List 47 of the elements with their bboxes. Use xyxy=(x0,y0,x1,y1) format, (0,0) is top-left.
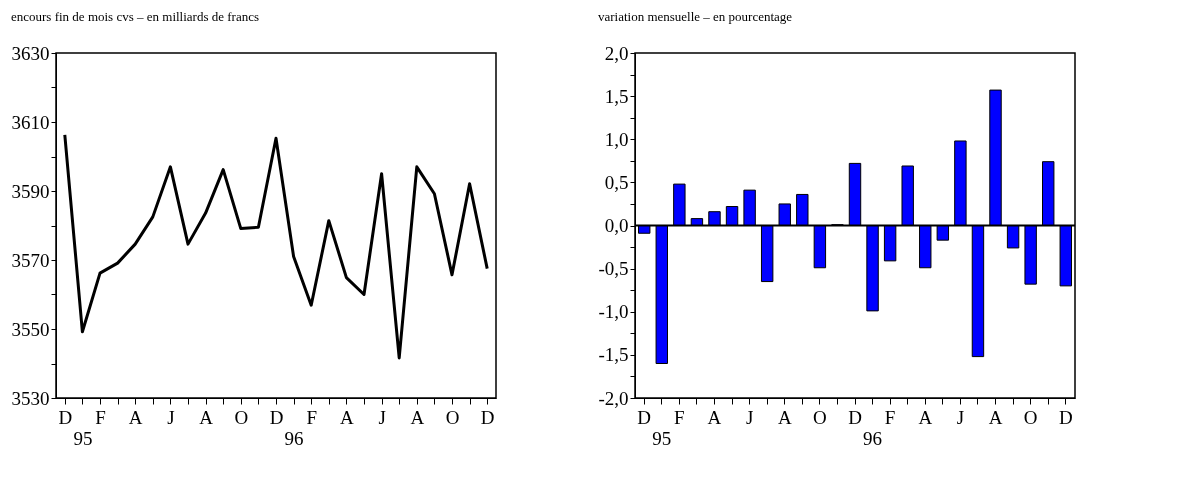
x-tick-label: O xyxy=(234,406,249,428)
y-tick-label: 3570 xyxy=(11,249,50,271)
x-tick-label: A xyxy=(340,406,355,428)
x-tick-label: 96 xyxy=(284,427,304,449)
x-tick-label: F xyxy=(884,406,896,428)
y-tick-label: -1,0 xyxy=(598,301,629,323)
x-tick-label: J xyxy=(956,406,965,428)
x-tick-label: A xyxy=(410,406,425,428)
x-tick-label: D xyxy=(58,406,73,428)
x-tick-label: D xyxy=(637,406,652,428)
x-tick-label: J xyxy=(378,406,386,428)
x-tick-label: A xyxy=(707,406,722,428)
chart-title: encours fin de mois cvs – en milliards de francs xyxy=(11,9,260,24)
x-tick-label: A xyxy=(199,406,214,428)
x-tick-label: 95 xyxy=(73,427,93,449)
y-tick-label: 3590 xyxy=(11,180,50,202)
x-tick-label: F xyxy=(95,406,106,428)
x-tick-label: F xyxy=(674,406,685,428)
y-tick-label: 3630 xyxy=(11,42,50,64)
x-tick-label: D xyxy=(848,406,862,428)
x-tick-label: F xyxy=(306,406,317,428)
y-tick-label: 3610 xyxy=(11,111,50,133)
y-tick-label: -2,0 xyxy=(598,387,629,409)
y-tick-label: -0,5 xyxy=(598,258,629,280)
x-tick-label: D xyxy=(269,406,284,428)
x-tick-label: O xyxy=(445,406,460,428)
y-tick-label: 1,5 xyxy=(604,85,629,107)
chart-title: variation mensuelle – en pourcentage xyxy=(597,9,793,24)
x-tick-label: O xyxy=(1023,406,1038,428)
x-tick-label: A xyxy=(988,406,1003,428)
x-tick-label: 95 xyxy=(652,427,672,449)
y-tick-label: -1,5 xyxy=(598,344,629,366)
x-tick-label: D xyxy=(1058,406,1073,428)
x-tick-label: 96 xyxy=(863,427,883,449)
y-tick-label: 2,0 xyxy=(604,42,629,64)
x-tick-label: A xyxy=(777,406,792,428)
x-tick-label: D xyxy=(480,406,495,428)
y-tick-label: 3550 xyxy=(11,318,50,340)
y-tick-label: 0,0 xyxy=(604,215,629,236)
y-tick-label: 1,0 xyxy=(604,128,629,150)
x-tick-label: A xyxy=(128,406,143,428)
x-tick-label: J xyxy=(745,406,754,428)
x-tick-label: J xyxy=(167,406,175,428)
y-tick-label: 0,5 xyxy=(604,171,629,193)
x-tick-label: O xyxy=(813,406,827,428)
x-tick-label: A xyxy=(918,406,933,428)
y-tick-label: 3530 xyxy=(11,387,50,409)
